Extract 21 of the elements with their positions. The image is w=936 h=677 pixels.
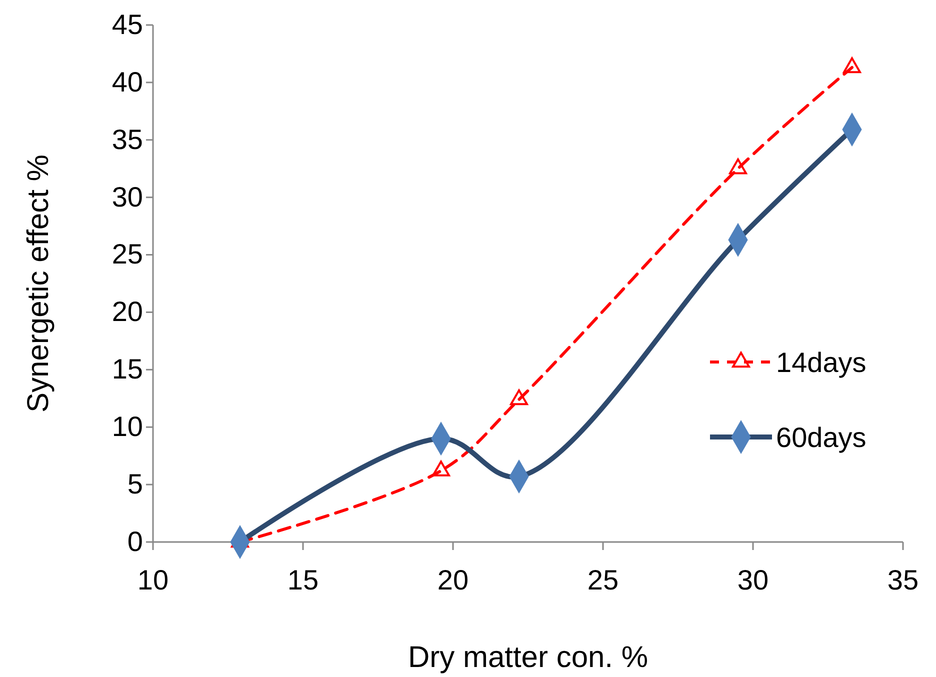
y-tick-label: 15 [112,354,143,385]
legend-label: 60days [776,422,866,453]
y-tick-label: 10 [112,411,143,442]
point [843,57,861,74]
x-tick-label: 30 [737,564,769,596]
y-tick-label: 40 [112,66,143,98]
y-tick-label: 35 [112,124,143,155]
x-tick-label: 15 [287,564,319,596]
y-tick-label: 20 [112,296,143,328]
legend-label: 14days [776,347,866,378]
point [729,158,747,174]
y-tick-label: 45 [112,8,143,40]
y-axis-title: Synergetic effect % [22,154,55,412]
x-tick-label: 20 [437,564,469,596]
y-tick-label: 25 [112,238,143,270]
x-axis-title: Dry matter con. % [408,641,648,674]
y-tick-label: 0 [127,526,143,557]
x-tick-label: 35 [887,564,919,596]
x-tick-label: 25 [587,564,619,596]
y-tick-label: 30 [112,181,143,212]
y-tick-label: 5 [127,468,143,500]
